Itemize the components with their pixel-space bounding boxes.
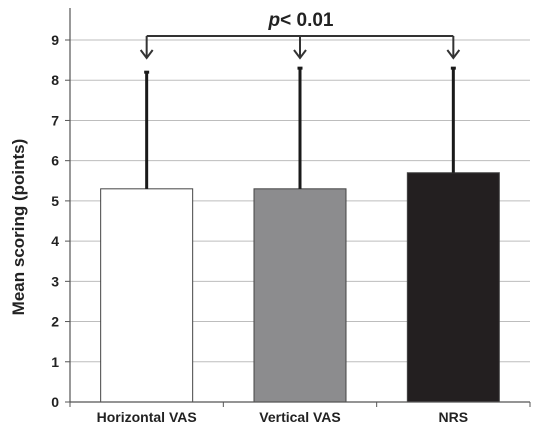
y-tick-label-1: 1 (51, 354, 59, 370)
x-tick-label-horizontal-vas: Horizontal VAS (97, 409, 197, 425)
y-tick-label-9: 9 (51, 32, 59, 48)
significance-annotation: p< 0.01 (139, 10, 461, 60)
axes (65, 8, 531, 407)
y-tick-label-4: 4 (51, 233, 59, 249)
axis-labels: 0 1 2 3 4 5 6 7 8 9 Horizontal VAS Vertical VAS NRS (51, 32, 468, 425)
y-tick-label-7: 7 (51, 112, 59, 128)
p-symbol: p (268, 10, 281, 31)
y-tick-label-0: 0 (51, 394, 59, 410)
y-tick-label-8: 8 (51, 72, 59, 88)
bar-nrs (406, 172, 500, 403)
bracket-arrow-1 (293, 49, 307, 60)
y-tick-label-5: 5 (51, 193, 59, 209)
bar-vertical-vas (253, 188, 347, 403)
y-tick-label-2: 2 (51, 314, 59, 330)
p-value-label: p< 0.01 (268, 10, 334, 31)
bracket-arrow-0 (139, 49, 154, 60)
bracket-arrow-2 (446, 49, 461, 60)
y-tick-label-3: 3 (51, 273, 59, 289)
p-value-text: < 0.01 (280, 10, 334, 31)
x-tick-label-vertical-vas: Vertical VAS (259, 409, 340, 425)
error-bars (144, 66, 456, 189)
bar-horizontal-vas (100, 188, 194, 403)
x-tick-label-nrs: NRS (439, 409, 469, 425)
bars (100, 172, 500, 403)
y-tick-label-6: 6 (51, 153, 59, 169)
y-axis-title: Mean scoring (points) (9, 139, 28, 316)
